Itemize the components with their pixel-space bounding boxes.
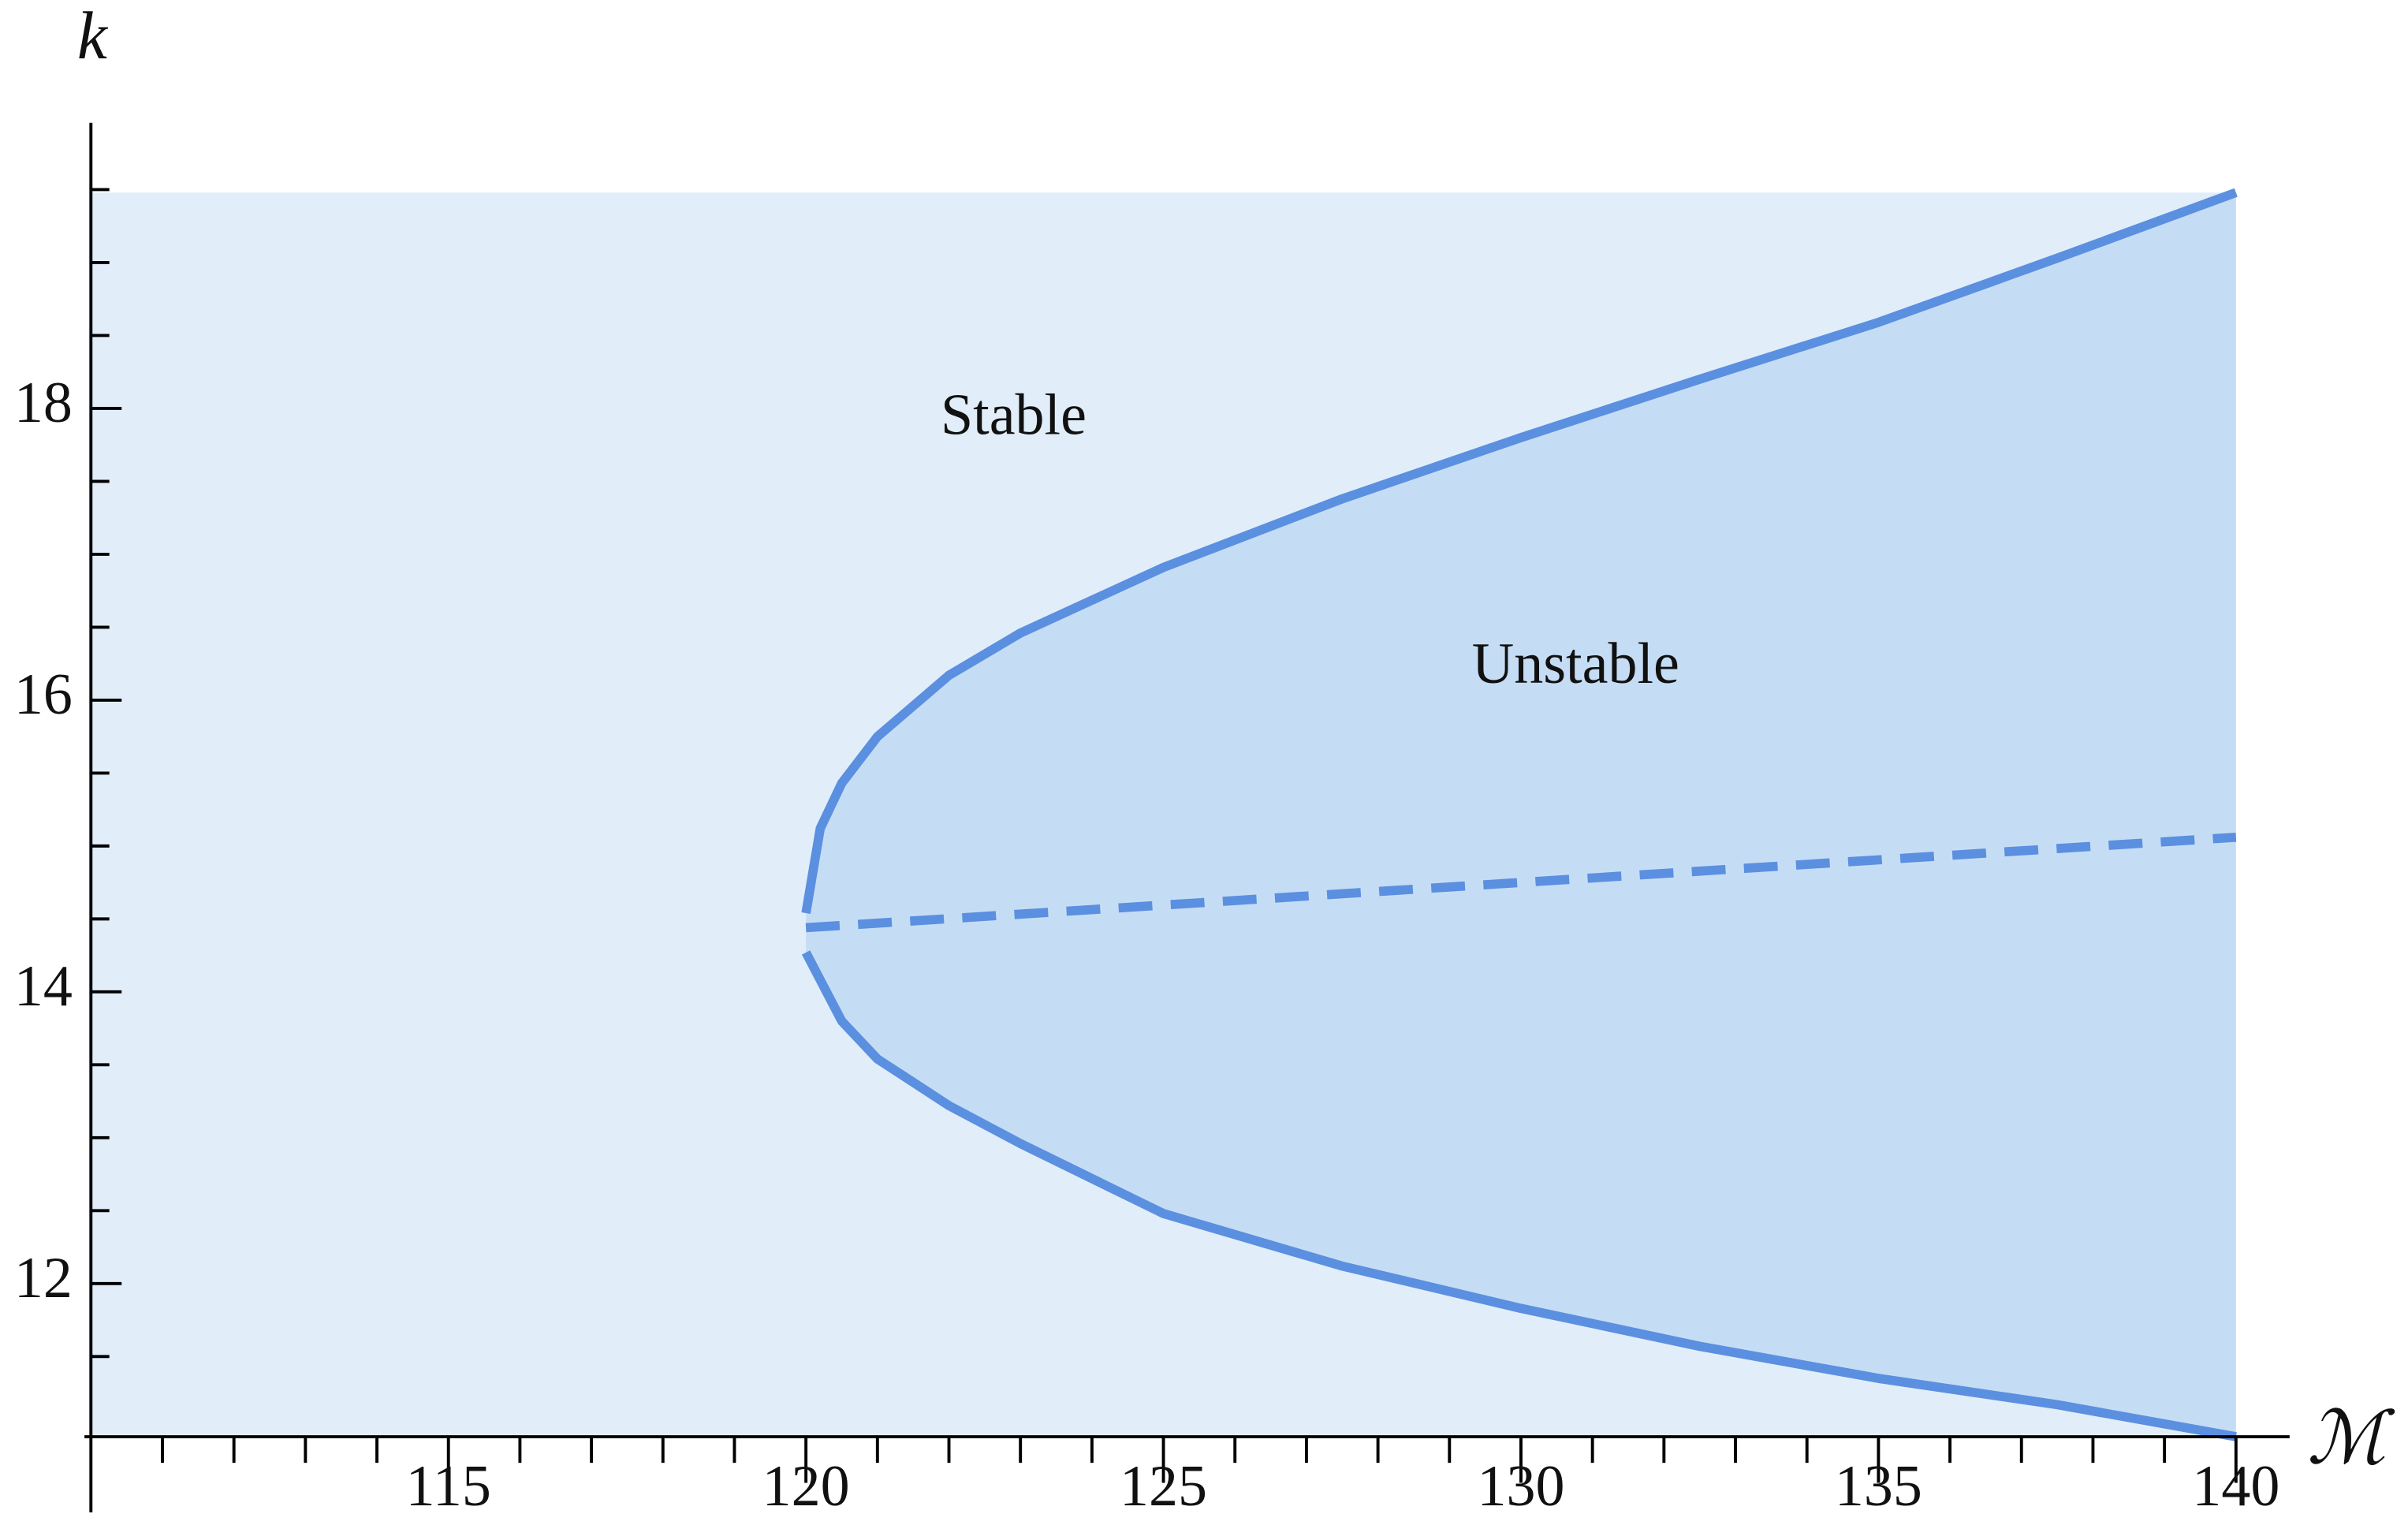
x-tick-label: 135 [1835, 1454, 1922, 1519]
y-tick-label: 14 [14, 954, 73, 1019]
x-tick-label: 120 [762, 1454, 850, 1519]
boundary-curve [801, 188, 2238, 914]
y-axis-label: k [77, 0, 109, 73]
plot-layer: 115 120 125 130 135 140 12 14 16 18 [14, 122, 2290, 1519]
y-tick-label: 12 [14, 1246, 73, 1311]
annotation: Unstable [1472, 632, 1679, 696]
y-tick-label: 18 [14, 371, 73, 435]
x-tick-label: 125 [1120, 1454, 1207, 1519]
y-tick-label: 16 [14, 662, 73, 727]
boundary-curve [801, 950, 2237, 1441]
x-tick-label: 130 [1477, 1454, 1564, 1519]
x-axis-label: ℳ [2307, 1399, 2395, 1480]
annotation: Stable [941, 383, 1087, 448]
x-tick-label: 115 [406, 1454, 491, 1519]
x-tick-label: 140 [2192, 1454, 2279, 1519]
boundary-curve [805, 832, 2237, 933]
unstable-region [806, 192, 2236, 1437]
